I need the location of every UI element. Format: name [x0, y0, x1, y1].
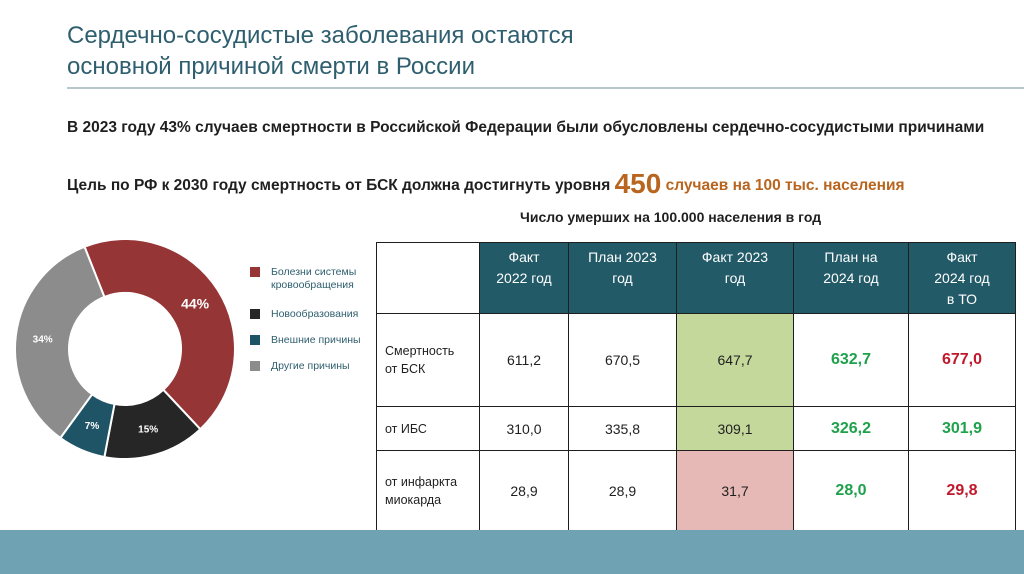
- goal-prefix: Цель по РФ к 2030 году смертность от БСК…: [67, 177, 611, 194]
- statement-share: В 2023 году 43% случаев смертности в Рос…: [67, 119, 985, 136]
- statement-goal: Цель по РФ к 2030 году смертность от БСК…: [67, 170, 1007, 200]
- slide-title-line1: Сердечно-сосудистые заболевания остаются: [67, 22, 574, 49]
- donut-slice-label: 7%: [85, 421, 100, 432]
- legend-swatch: [250, 267, 260, 277]
- table-row: от ИБС 310,0 335,8 309,1 326,2 301,9: [376, 406, 1016, 451]
- donut-slice: [14, 245, 106, 440]
- header-plan-2023: План 2023 год: [568, 242, 677, 314]
- table-cell: 335,8: [568, 406, 677, 451]
- table-cell: 677,0: [908, 313, 1016, 407]
- table-cell: 632,7: [793, 313, 909, 407]
- donut-slice-label: 15%: [138, 425, 158, 436]
- header-fact-2024: Факт 2024 год в ТО: [908, 242, 1016, 314]
- legend-label: Болезни системы кровообращения: [271, 266, 357, 291]
- header-plan-2024: План на 2024 год: [793, 242, 909, 314]
- table-cell: 28,9: [479, 450, 569, 531]
- table-cell: 309,1: [676, 406, 794, 451]
- table-cell: 611,2: [479, 313, 569, 407]
- donut-slice-label: 34%: [33, 335, 53, 346]
- table-row: от инфаркта миокарда 28,9 28,9 31,7 28,0…: [376, 450, 1016, 531]
- row-label: от инфаркта миокарда: [376, 450, 480, 531]
- legend-item: Другие причины: [250, 360, 370, 380]
- legend-swatch: [250, 361, 260, 371]
- slide-title-line2: основной причиной смерти в России: [67, 53, 475, 80]
- table-cell: 670,5: [568, 313, 677, 407]
- legend-label: Внешние причины: [271, 334, 361, 346]
- goal-value: 450: [614, 168, 662, 199]
- legend-item: Внешние причины: [250, 334, 370, 360]
- header-corner: [376, 242, 480, 314]
- table-cell: 326,2: [793, 406, 909, 451]
- slide-title: Сердечно-сосудистые заболевания остаются…: [67, 20, 767, 82]
- table-cell: 31,7: [676, 450, 794, 531]
- legend-item: Болезни системы кровообращения: [250, 266, 370, 308]
- mortality-table: Факт 2022 год План 2023 год Факт 2023 го…: [376, 242, 1016, 531]
- table-cell: 310,0: [479, 406, 569, 451]
- legend-label: Новообразования: [271, 308, 359, 320]
- header-fact-2022: Факт 2022 год: [479, 242, 569, 314]
- row-label: от ИБС: [376, 406, 480, 451]
- table-cell: 301,9: [908, 406, 1016, 451]
- footer-bar: [0, 530, 1024, 574]
- table-row: Смертность от БСК 611,2 670,5 647,7 632,…: [376, 313, 1016, 407]
- row-label: Смертность от БСК: [376, 313, 480, 407]
- table-cell: 28,9: [568, 450, 677, 531]
- table-cell: 29,8: [908, 450, 1016, 531]
- legend-item: Новообразования: [250, 308, 370, 334]
- legend-swatch: [250, 309, 260, 319]
- table-cell: 28,0: [793, 450, 909, 531]
- legend-swatch: [250, 335, 260, 345]
- title-divider: [67, 87, 1024, 89]
- death-causes-donut-chart: 44% 15% 7% 34%: [14, 238, 236, 460]
- chart-legend: Болезни системы кровообращения Новообразо…: [250, 266, 370, 380]
- legend-label: Другие причины: [271, 360, 350, 372]
- table-caption: Число умерших на 100.000 населения в год: [520, 209, 822, 225]
- donut-slice: [83, 238, 236, 431]
- table-cell: 647,7: [676, 313, 794, 407]
- donut-slice-label: 44%: [181, 296, 210, 312]
- goal-suffix: случаев на 100 тыс. населения: [665, 177, 905, 194]
- header-fact-2023: Факт 2023 год: [676, 242, 794, 314]
- table-header-row: Факт 2022 год План 2023 год Факт 2023 го…: [376, 242, 1016, 314]
